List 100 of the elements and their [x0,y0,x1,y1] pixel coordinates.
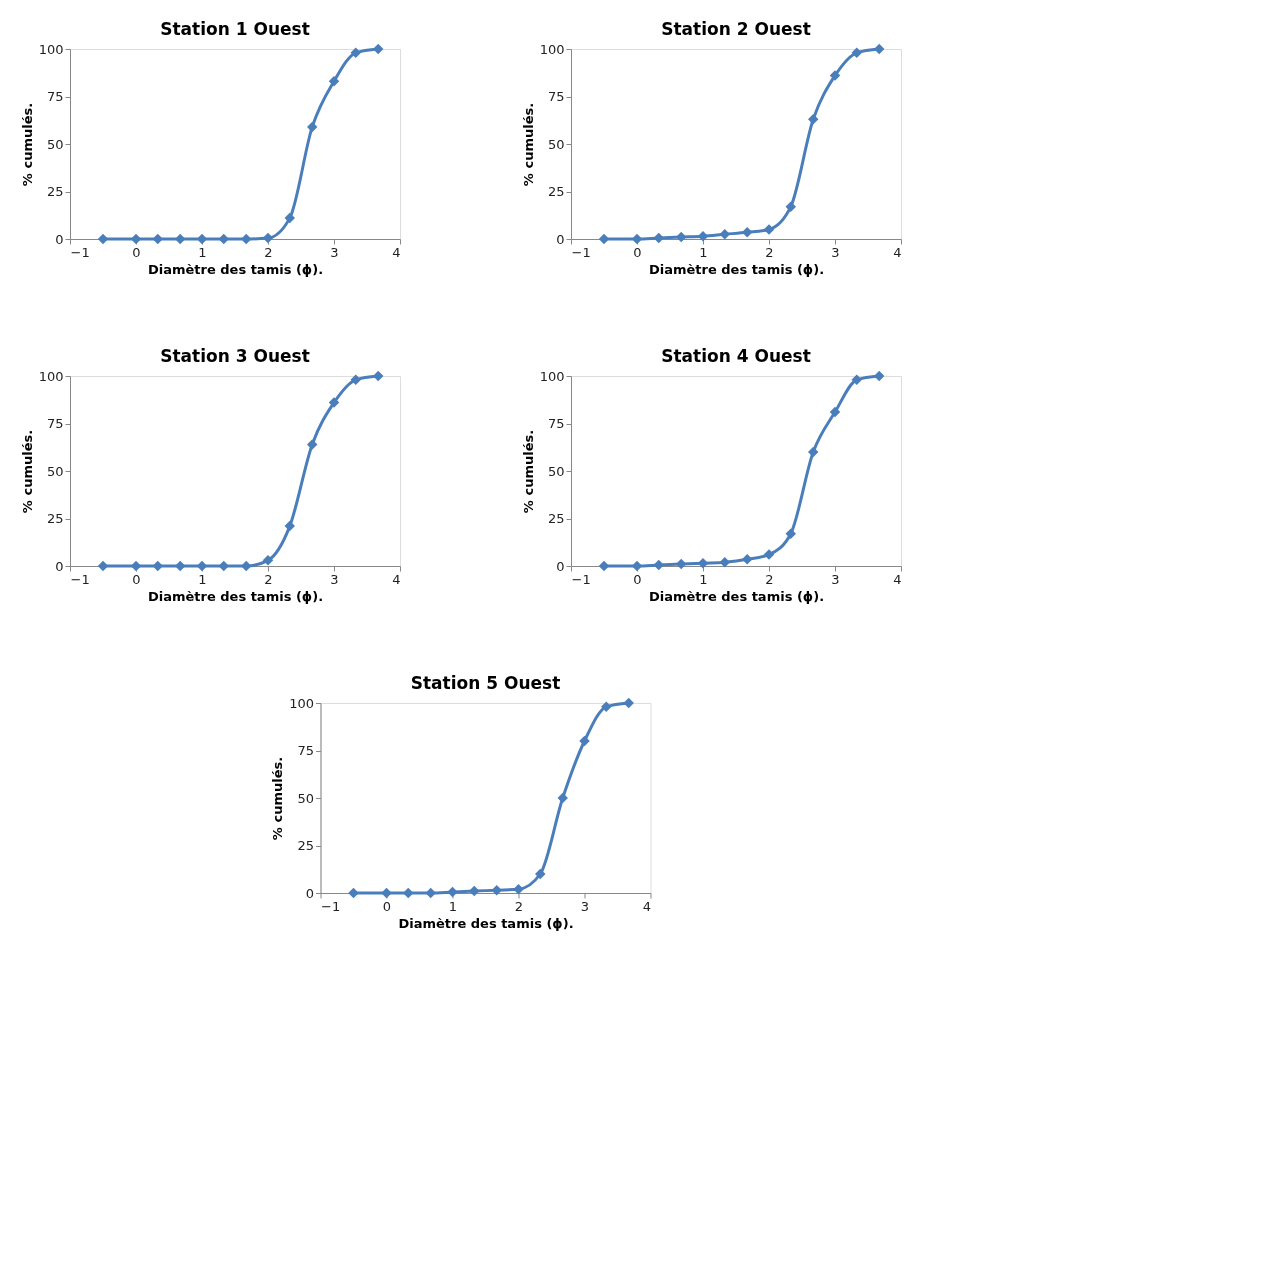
point [425,887,436,899]
y-tick-label: 0 [55,231,64,247]
point [807,114,819,125]
point [601,701,612,713]
x-tick-label: 2 [765,571,774,587]
x-axis-title: Diamètre des tamis (ɸ). [147,588,324,604]
x-tick-label: 2 [264,571,273,587]
point [579,735,590,747]
x-axis-title: Diamètre des tamis (ɸ). [398,915,574,931]
y-tick-label: 0 [556,558,565,574]
x-axis-title: Diamètre des tamis (ɸ). [648,261,825,277]
x-tick-label: 2 [514,898,524,914]
y-tick-label: 50 [547,136,565,152]
y-tick-label: 0 [55,558,64,574]
x-tick-label: 3 [330,244,339,260]
point [447,886,458,898]
x-tick-label: 3 [831,571,840,587]
chart-title: Station 3 Ouest [160,346,310,366]
x-tick-label: 0 [633,571,642,587]
point [851,47,863,59]
y-tick-label: 100 [539,368,565,384]
x-tick-label: 1 [699,571,708,587]
x-tick-label: −1 [571,571,591,587]
x-tick-label: 4 [642,898,651,914]
x-tick-label: 0 [382,898,392,914]
point [557,792,568,804]
point [741,554,753,565]
chart-title: Station 2 Ouest [661,19,811,39]
chart-title: Station 4 Ouest [661,346,811,366]
x-tick-label: 4 [392,571,401,587]
x-tick-label: 3 [330,571,339,587]
y-tick-label: 75 [547,416,565,431]
x-tick-label: 4 [893,244,902,260]
point [785,528,797,539]
point [469,885,480,897]
x-tick-label: 0 [633,244,642,260]
x-axis-title: Diamètre des tamis (ɸ). [648,588,825,604]
point [284,520,296,532]
x-tick-label: 1 [198,244,207,260]
x-tick-label: 3 [831,244,840,260]
x-tick-label: 0 [132,571,141,587]
y-axis-title: % cumulés. [19,429,35,514]
x-tick-label: 3 [580,898,590,914]
y-tick-label: 100 [38,368,64,384]
point [513,883,524,895]
y-tick-label: 25 [297,838,314,853]
y-tick-label: 25 [46,511,64,526]
y-tick-label: 0 [556,231,565,247]
point [491,884,502,896]
x-tick-label: 1 [198,571,207,587]
point [350,47,362,59]
point [829,70,841,81]
point [785,201,797,212]
y-axis-title: % cumulés. [270,756,286,841]
point [381,887,392,899]
x-tick-label: 1 [448,898,458,914]
y-tick-label: 75 [46,89,64,104]
point [763,549,775,560]
y-axis-title: % cumulés. [19,102,35,187]
point [328,76,340,87]
x-tick-label: −1 [321,898,341,914]
x-tick-label: −1 [70,571,90,587]
point [829,406,841,418]
y-axis-title: % cumulés. [520,102,536,187]
x-tick-label: 4 [392,244,401,260]
x-axis-title: Diamètre des tamis (ɸ). [147,261,324,277]
y-tick-label: 50 [297,790,314,806]
y-tick-label: 25 [547,184,565,199]
y-axis-title: % cumulés. [520,429,536,514]
x-tick-label: 2 [264,244,273,260]
point [306,439,318,450]
y-tick-label: 75 [547,89,565,104]
point [741,227,753,238]
y-tick-label: 100 [539,41,565,57]
y-tick-label: 50 [46,136,64,152]
x-tick-label: 4 [893,571,902,587]
point [623,697,634,709]
point [350,374,362,386]
chart-title: Station 5 Ouest [410,673,561,693]
y-tick-label: 100 [289,695,314,711]
y-tick-label: 0 [305,885,314,901]
y-tick-label: 75 [46,416,64,431]
y-tick-label: 25 [46,184,64,199]
point [851,374,863,386]
point [328,397,340,408]
point [403,887,414,899]
x-tick-label: −1 [70,244,90,260]
y-tick-label: 100 [38,41,64,57]
chart-title: Station 1 Ouest [160,19,310,39]
point [262,555,274,566]
point [535,868,546,880]
y-tick-label: 50 [547,463,565,479]
x-tick-label: 0 [132,244,141,260]
point [348,887,359,899]
y-tick-label: 75 [297,743,314,758]
point [284,212,296,224]
y-tick-label: 50 [46,463,64,479]
x-tick-label: −1 [571,244,591,260]
y-tick-label: 25 [547,511,565,526]
x-tick-label: 1 [699,244,708,260]
